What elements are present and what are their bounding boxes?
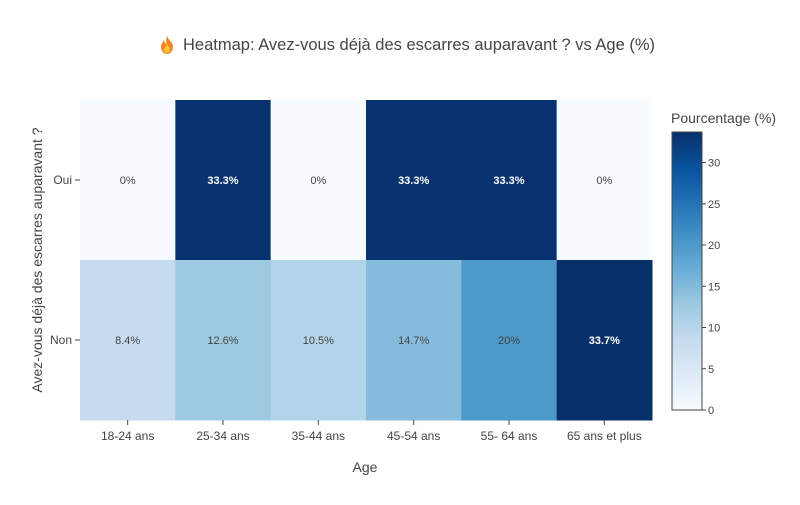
y-axis-title: Avez-vous déjà des escarres auparavant ? (29, 127, 45, 392)
heatmap-cell (175, 260, 272, 421)
colorbar-ticks: 0 5 10 15 20 25 30 (702, 158, 720, 417)
x-tick-label: 45-54 ans (387, 429, 440, 443)
colorbar-tick-label: 5 (708, 364, 714, 376)
cell-label: 33.3% (493, 175, 524, 187)
chart-title-text: Heatmap: Avez-vous déjà des escarres aup… (183, 36, 655, 54)
heatmap-cell (366, 260, 462, 421)
heatmap-cell (366, 100, 462, 261)
y-tick-label: Oui (53, 173, 72, 187)
cell-label: 33.3% (398, 175, 429, 187)
heatmap-cell (80, 100, 176, 261)
y-tick-label: Non (50, 333, 72, 347)
colorbar-tick-label: 25 (708, 199, 720, 211)
cell-label: 8.4% (115, 335, 140, 347)
colorbar-tick-label: 20 (708, 240, 720, 252)
heatmap-cell (175, 100, 272, 261)
cell-label: 33.7% (589, 335, 620, 347)
cell-label: 20% (498, 335, 520, 347)
x-axis: 18-24 ans 25-34 ans 35-44 ans 45-54 ans 55- … (101, 420, 642, 443)
cell-label: 0% (310, 175, 326, 187)
heatmap-cell (270, 260, 367, 421)
x-axis-title: Age (353, 459, 378, 475)
cell-label: 0% (120, 175, 136, 187)
y-axis: Oui Non (50, 173, 80, 347)
x-tick-label: 55- 64 ans (481, 429, 538, 443)
heatmap-cells (80, 100, 653, 421)
heatmap-cell (556, 260, 653, 421)
heatmap-cell (80, 260, 176, 421)
colorbar-tick-label: 10 (708, 323, 720, 335)
fire-icon (161, 36, 173, 54)
cell-label: 0% (596, 175, 612, 187)
heatmap-cell (461, 260, 558, 421)
x-tick-label: 65 ans et plus (567, 429, 642, 443)
colorbar-title: Pourcentage (%) (671, 110, 776, 126)
x-tick-label: 35-44 ans (292, 429, 345, 443)
x-tick-label: 18-24 ans (101, 429, 154, 443)
colorbar-tick-label: 30 (708, 158, 720, 170)
cell-label: 10.5% (303, 335, 334, 347)
heatmap-cell-labels: 0% 33.3% 0% 33.3% 33.3% 0% 8.4% 12.6% 10.5% 14.7%… (115, 175, 620, 347)
heatmap-cell (461, 100, 558, 261)
heatmap-cell (556, 100, 653, 261)
colorbar-tick-label: 15 (708, 281, 720, 293)
cell-label: 14.7% (398, 335, 429, 347)
cell-label: 12.6% (207, 335, 238, 347)
x-tick-label: 25-34 ans (196, 429, 249, 443)
colorbar: Pourcentage (%) 0 5 10 15 20 25 30 (671, 110, 776, 417)
colorbar-gradient (671, 131, 703, 411)
chart-title: Heatmap: Avez-vous déjà des escarres aup… (161, 36, 655, 54)
colorbar-tick-label: 0 (708, 405, 714, 417)
cell-label: 33.3% (207, 175, 238, 187)
heatmap-cell (270, 100, 367, 261)
